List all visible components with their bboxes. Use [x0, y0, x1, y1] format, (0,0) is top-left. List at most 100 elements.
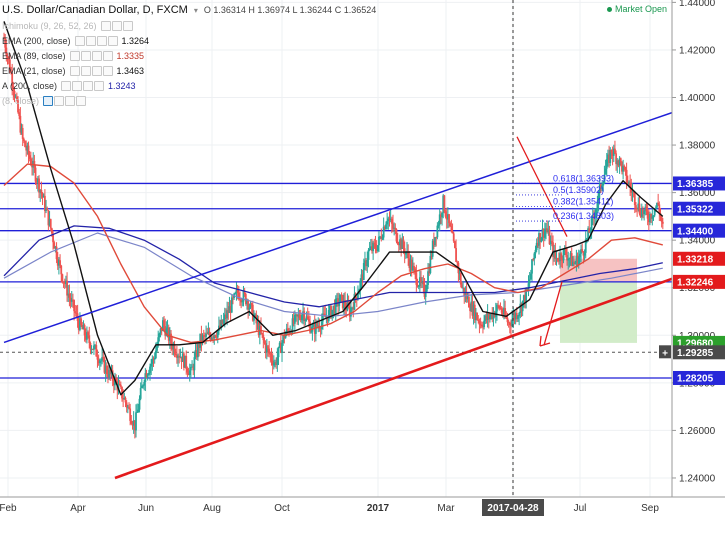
indicator-tools[interactable]: [43, 95, 87, 106]
close-icon[interactable]: [91, 50, 102, 61]
candle-body: [561, 259, 564, 261]
candle-body: [27, 145, 30, 156]
indicator-tools[interactable]: [61, 80, 105, 91]
candle-body: [443, 195, 446, 212]
indicator-tools[interactable]: [100, 20, 133, 31]
candle-body: [532, 259, 535, 261]
channel-upper-line: [3, 108, 682, 344]
candle-body: [380, 236, 383, 239]
eye-icon[interactable]: [69, 65, 80, 76]
indicator-tools[interactable]: [74, 35, 118, 46]
candle-body: [168, 333, 171, 341]
indicator-row[interactable]: (8, close): [2, 93, 376, 108]
close-icon[interactable]: [96, 35, 107, 46]
candle-body: [343, 300, 345, 309]
indicator-row[interactable]: EMA (89, close) 1.3335: [2, 48, 376, 63]
candle-body: [163, 320, 165, 327]
close-icon[interactable]: [83, 80, 94, 91]
candle-body: [216, 330, 219, 338]
close-icon[interactable]: [65, 95, 76, 106]
eye-icon[interactable]: [69, 50, 80, 61]
candle-body: [13, 91, 16, 97]
candle-body: [512, 314, 515, 320]
candle-body: [522, 295, 525, 301]
plus-icon-glyph: +: [662, 348, 668, 359]
candle-body: [201, 335, 204, 343]
candle-body: [636, 207, 639, 210]
more-icon[interactable]: [102, 65, 113, 76]
candle-body: [197, 344, 199, 358]
candle-body: [549, 240, 552, 245]
candle-body: [198, 344, 200, 348]
close-icon[interactable]: [122, 20, 133, 31]
fibonacci-retracement[interactable]: 0.618(1.36393) 0.5(1.35902) 0.382(1.35411)…: [516, 173, 614, 222]
candle-body: [458, 272, 461, 274]
indicator-tools[interactable]: [69, 65, 113, 76]
candle-body: [182, 353, 185, 368]
candle-body: [333, 305, 336, 314]
candle-body: [462, 287, 464, 289]
price-tag-label: 1.33218: [677, 254, 714, 265]
candle-body: [205, 333, 207, 337]
candle-body: [365, 260, 368, 267]
candle-body: [55, 246, 58, 260]
gear-icon[interactable]: [111, 20, 122, 31]
candle-body: [501, 312, 504, 315]
gear-icon[interactable]: [85, 35, 96, 46]
candle-body: [350, 307, 352, 317]
more-icon[interactable]: [102, 50, 113, 61]
candle-body: [243, 291, 246, 295]
candle-body: [425, 284, 428, 292]
candle-body: [81, 325, 84, 330]
close-icon[interactable]: [91, 65, 102, 76]
eye-icon[interactable]: [74, 35, 85, 46]
candle-body: [379, 236, 382, 238]
candle-body: [454, 241, 456, 249]
gear-icon[interactable]: [72, 80, 83, 91]
candle-body: [213, 335, 216, 339]
candle-body: [649, 213, 651, 223]
price-tag-label: 1.34400: [677, 226, 714, 237]
indicator-row[interactable]: Ichimoku (9, 26, 52, 26): [2, 18, 376, 33]
eye-icon[interactable]: [61, 80, 72, 91]
candle-body: [94, 345, 97, 346]
candle-body: [195, 350, 198, 358]
more-icon[interactable]: [76, 95, 87, 106]
gear-icon[interactable]: [80, 65, 91, 76]
candle-body: [593, 215, 595, 217]
candle-body: [248, 307, 251, 310]
time-axis[interactable]: Feb Apr Jun Aug Oct 2017 Mar 2017-04-28 Jul Sep: [0, 499, 659, 516]
chevron-down-icon[interactable]: ▾: [193, 5, 198, 15]
indicator-tools[interactable]: [69, 50, 113, 61]
candle-body: [253, 316, 255, 321]
candle-body: [31, 164, 33, 168]
gear-icon[interactable]: [54, 95, 65, 106]
candle-body: [171, 343, 174, 350]
candle-body: [568, 258, 571, 260]
indicator-row[interactable]: EMA (21, close) 1.3463: [2, 63, 376, 78]
arrowhead-icon: [539, 335, 551, 347]
eye-icon[interactable]: [43, 95, 54, 106]
candle-body: [49, 219, 52, 229]
open-value: O 1.36314: [203, 5, 246, 15]
candle-body: [137, 409, 140, 413]
more-icon[interactable]: [107, 35, 118, 46]
candle-body: [325, 316, 328, 318]
symbol-title[interactable]: U.S. Dollar/Canadian Dollar, D, FXCM: [2, 4, 188, 16]
gear-icon[interactable]: [80, 50, 91, 61]
candle-body: [88, 335, 91, 344]
indicator-row[interactable]: EMA (200, close) 1.3264: [2, 33, 376, 48]
candle-body: [291, 318, 294, 334]
eye-icon[interactable]: [100, 20, 111, 31]
candle-body: [43, 195, 46, 211]
more-icon[interactable]: [94, 80, 105, 91]
indicator-row[interactable]: A (200, close) 1.3243: [2, 78, 376, 93]
price-tag: [673, 370, 725, 385]
candle-body: [83, 325, 86, 336]
candle-body: [560, 253, 563, 260]
candle-body: [104, 365, 107, 373]
candle-body: [415, 272, 418, 285]
candle-body: [550, 240, 553, 243]
candle-body: [7, 57, 10, 60]
